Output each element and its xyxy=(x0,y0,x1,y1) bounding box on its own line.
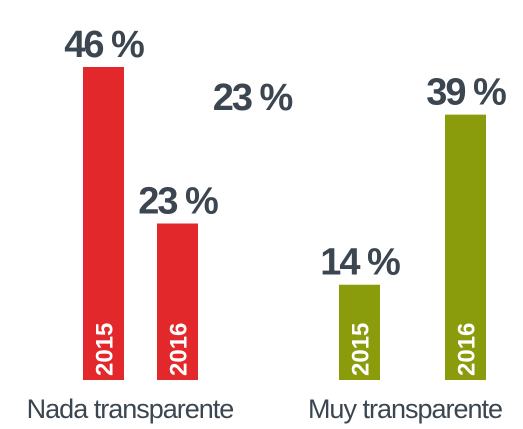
year-label: 2015 xyxy=(92,323,119,376)
annotation: 23 % xyxy=(213,77,293,119)
value-label: 23 % xyxy=(138,181,218,223)
group-label: Nada transparente xyxy=(27,394,234,424)
value-label: 46 % xyxy=(64,24,144,66)
bar xyxy=(445,114,486,380)
value-label: 14 % xyxy=(320,242,400,284)
bar xyxy=(157,223,198,380)
group-label: Muy transparente xyxy=(308,394,502,424)
bar xyxy=(83,67,124,380)
bar xyxy=(339,284,380,380)
year-label: 2016 xyxy=(166,323,193,376)
year-label: 2016 xyxy=(454,323,481,376)
year-label: 2015 xyxy=(348,323,375,376)
value-label: 39 % xyxy=(426,72,506,114)
